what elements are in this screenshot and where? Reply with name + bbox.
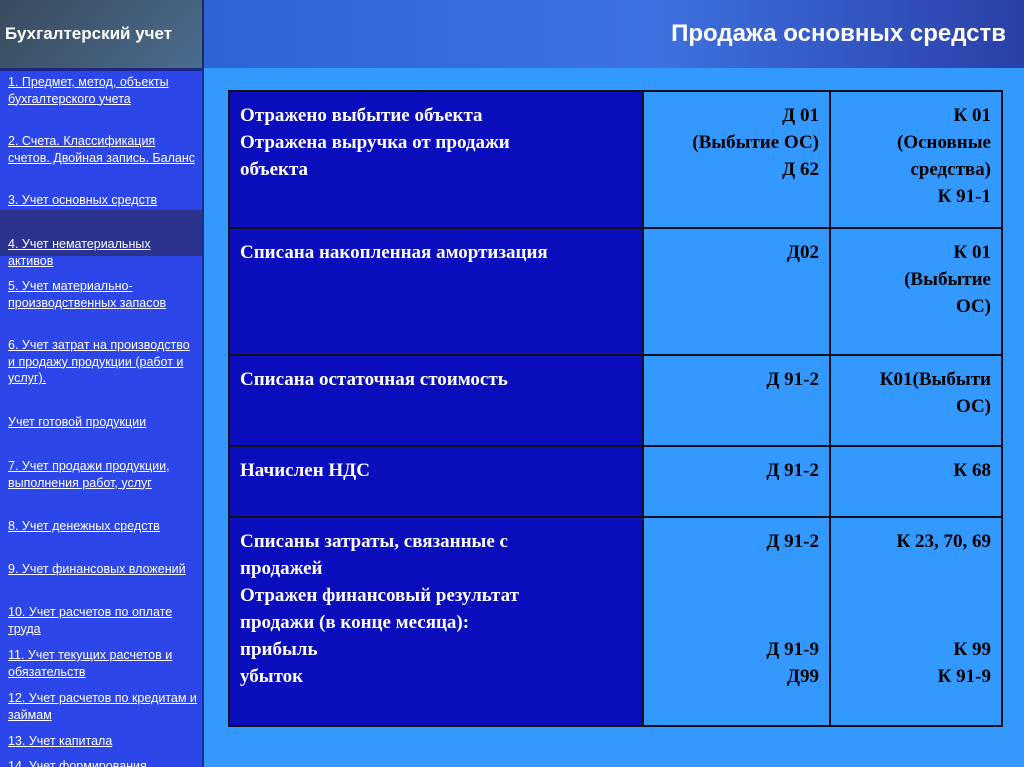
- page-title: Продажа основных средств: [671, 20, 1006, 47]
- description-cell: Начислен НДС: [228, 445, 644, 518]
- credit-text: ОС): [955, 396, 991, 417]
- app-title: Бухгалтерский учет: [5, 24, 173, 43]
- credit-text: К 01: [953, 105, 991, 126]
- sidebar-item-9[interactable]: 9. Учет финансовых вложений: [8, 562, 186, 576]
- sidebar-item-11[interactable]: 11. Учет текущих расчетов и обязательств: [8, 648, 173, 679]
- credit-cell: К 23, 70, 69 К 99 К 91-9: [829, 516, 1003, 727]
- row-text: Списана накопленная амортизация: [240, 242, 548, 263]
- credit-text: К 99: [953, 639, 991, 660]
- debit-text: Д99: [786, 666, 819, 687]
- row-text: объекта: [240, 159, 309, 180]
- spacer: [841, 609, 991, 636]
- row-text: Начислен НДС: [240, 460, 370, 481]
- credit-cell: К 68: [829, 445, 1003, 518]
- debit-cell: Д 01 (Выбытие ОС) Д 62: [642, 90, 831, 229]
- credit-text: К 68: [953, 460, 991, 481]
- description-cell: Списана остаточная стоимость: [228, 354, 644, 447]
- credit-text: К01(Выбыти: [879, 369, 991, 390]
- row-text: Отражена выручка от продажи: [240, 132, 510, 153]
- sidebar-item-8[interactable]: 8. Учет денежных средств: [8, 519, 160, 533]
- credit-text: (Основные: [897, 132, 991, 153]
- sidebar-item-1[interactable]: 1. Предмет, метод, объекты бухгалтерског…: [8, 75, 169, 106]
- sidebar-item-13[interactable]: 13. Учет капитала: [8, 734, 113, 748]
- debit-text: Д 91-2: [766, 460, 819, 481]
- debit-cell: Д 91-2: [642, 445, 831, 518]
- row-text: Списаны затраты, связанные с: [240, 531, 508, 552]
- description-cell: Списаны затраты, связанные с продажей От…: [228, 516, 644, 727]
- sidebar-item-10[interactable]: 10. Учет расчетов по оплате труда: [8, 605, 173, 636]
- row-text: Отражен финансовый результат: [240, 585, 519, 606]
- sidebar-item-2[interactable]: 2. Счета. Классификация счетов. Двойная …: [8, 134, 195, 165]
- table-row: Начислен НДС Д 91-2 К 68: [228, 445, 1003, 518]
- credit-text: средства): [910, 159, 991, 180]
- spacer: [654, 609, 819, 636]
- credit-text: ОС): [955, 296, 991, 317]
- sidebar-item-14[interactable]: 14. Учет формирования: [8, 759, 147, 767]
- debit-text: Д 91-9: [766, 639, 819, 660]
- debit-text: Д02: [786, 242, 819, 263]
- debit-text: Д 01: [782, 105, 819, 126]
- row-text: продажей: [240, 558, 323, 579]
- row-text: Списана остаточная стоимость: [240, 369, 508, 390]
- postings-table: Отражено выбытие объекта Отражена выручк…: [228, 90, 1003, 727]
- sidebar-item-12[interactable]: 12. Учет расчетов по кредитам и займам: [8, 691, 197, 722]
- sidebar-item-6[interactable]: 6. Учет затрат на производство и продажу…: [8, 338, 190, 385]
- row-text: прибыль: [240, 639, 318, 660]
- header-band: Продажа основных средств: [204, 0, 1024, 68]
- credit-text: (Выбытие: [904, 269, 991, 290]
- debit-text: Д 91-2: [766, 531, 819, 552]
- sidebar-item-4[interactable]: 4. Учет нематериальных активов: [8, 237, 151, 268]
- sidebar-item-7[interactable]: 7. Учет продажи продукции, выполнения ра…: [8, 459, 170, 490]
- debit-text: Д 91-2: [766, 369, 819, 390]
- description-cell: Отражено выбытие объекта Отражена выручк…: [228, 90, 644, 229]
- debit-cell: Д 91-2: [642, 354, 831, 447]
- debit-text: Д 62: [782, 159, 819, 180]
- credit-text: К 91-9: [937, 666, 991, 687]
- credit-cell: К 01 (Выбытие ОС): [829, 227, 1003, 356]
- credit-cell: К 01 (Основные средства) К 91-1: [829, 90, 1003, 229]
- description-cell: Списана накопленная амортизация: [228, 227, 644, 356]
- credit-text: К 01: [953, 242, 991, 263]
- table-row: Списана остаточная стоимость Д 91-2 К01(…: [228, 354, 1003, 447]
- sidebar-item-finished-goods[interactable]: Учет готовой продукции: [8, 415, 147, 429]
- sidebar-item-3[interactable]: 3. Учет основных средств: [8, 193, 158, 207]
- credit-text: К 91-1: [937, 186, 991, 207]
- table-row: Отражено выбытие объекта Отражена выручк…: [228, 90, 1003, 229]
- spacer: [841, 555, 991, 582]
- credit-cell: К01(Выбыти ОС): [829, 354, 1003, 447]
- row-text: Отражено выбытие объекта: [240, 105, 483, 126]
- app-title-box: Бухгалтерский учет: [0, 0, 204, 68]
- credit-text: К 23, 70, 69: [896, 531, 991, 552]
- sidebar-active-highlight: [0, 210, 202, 256]
- spacer: [654, 582, 819, 609]
- row-text: продажи (в конце месяца):: [240, 612, 470, 633]
- sidebar-item-5[interactable]: 5. Учет материально-производственных зап…: [8, 279, 167, 310]
- debit-cell: Д02: [642, 227, 831, 356]
- debit-text: (Выбытие ОС): [692, 132, 819, 153]
- sidebar-divider: [0, 68, 202, 71]
- sidebar-nav: 1. Предмет, метод, объекты бухгалтерског…: [0, 68, 204, 767]
- spacer: [841, 582, 991, 609]
- debit-cell: Д 91-2 Д 91-9 Д99: [642, 516, 831, 727]
- row-text: убыток: [240, 666, 304, 687]
- table-row: Списаны затраты, связанные с продажей От…: [228, 516, 1003, 727]
- table-row: Списана накопленная амортизация Д02 К 01…: [228, 227, 1003, 356]
- spacer: [654, 555, 819, 582]
